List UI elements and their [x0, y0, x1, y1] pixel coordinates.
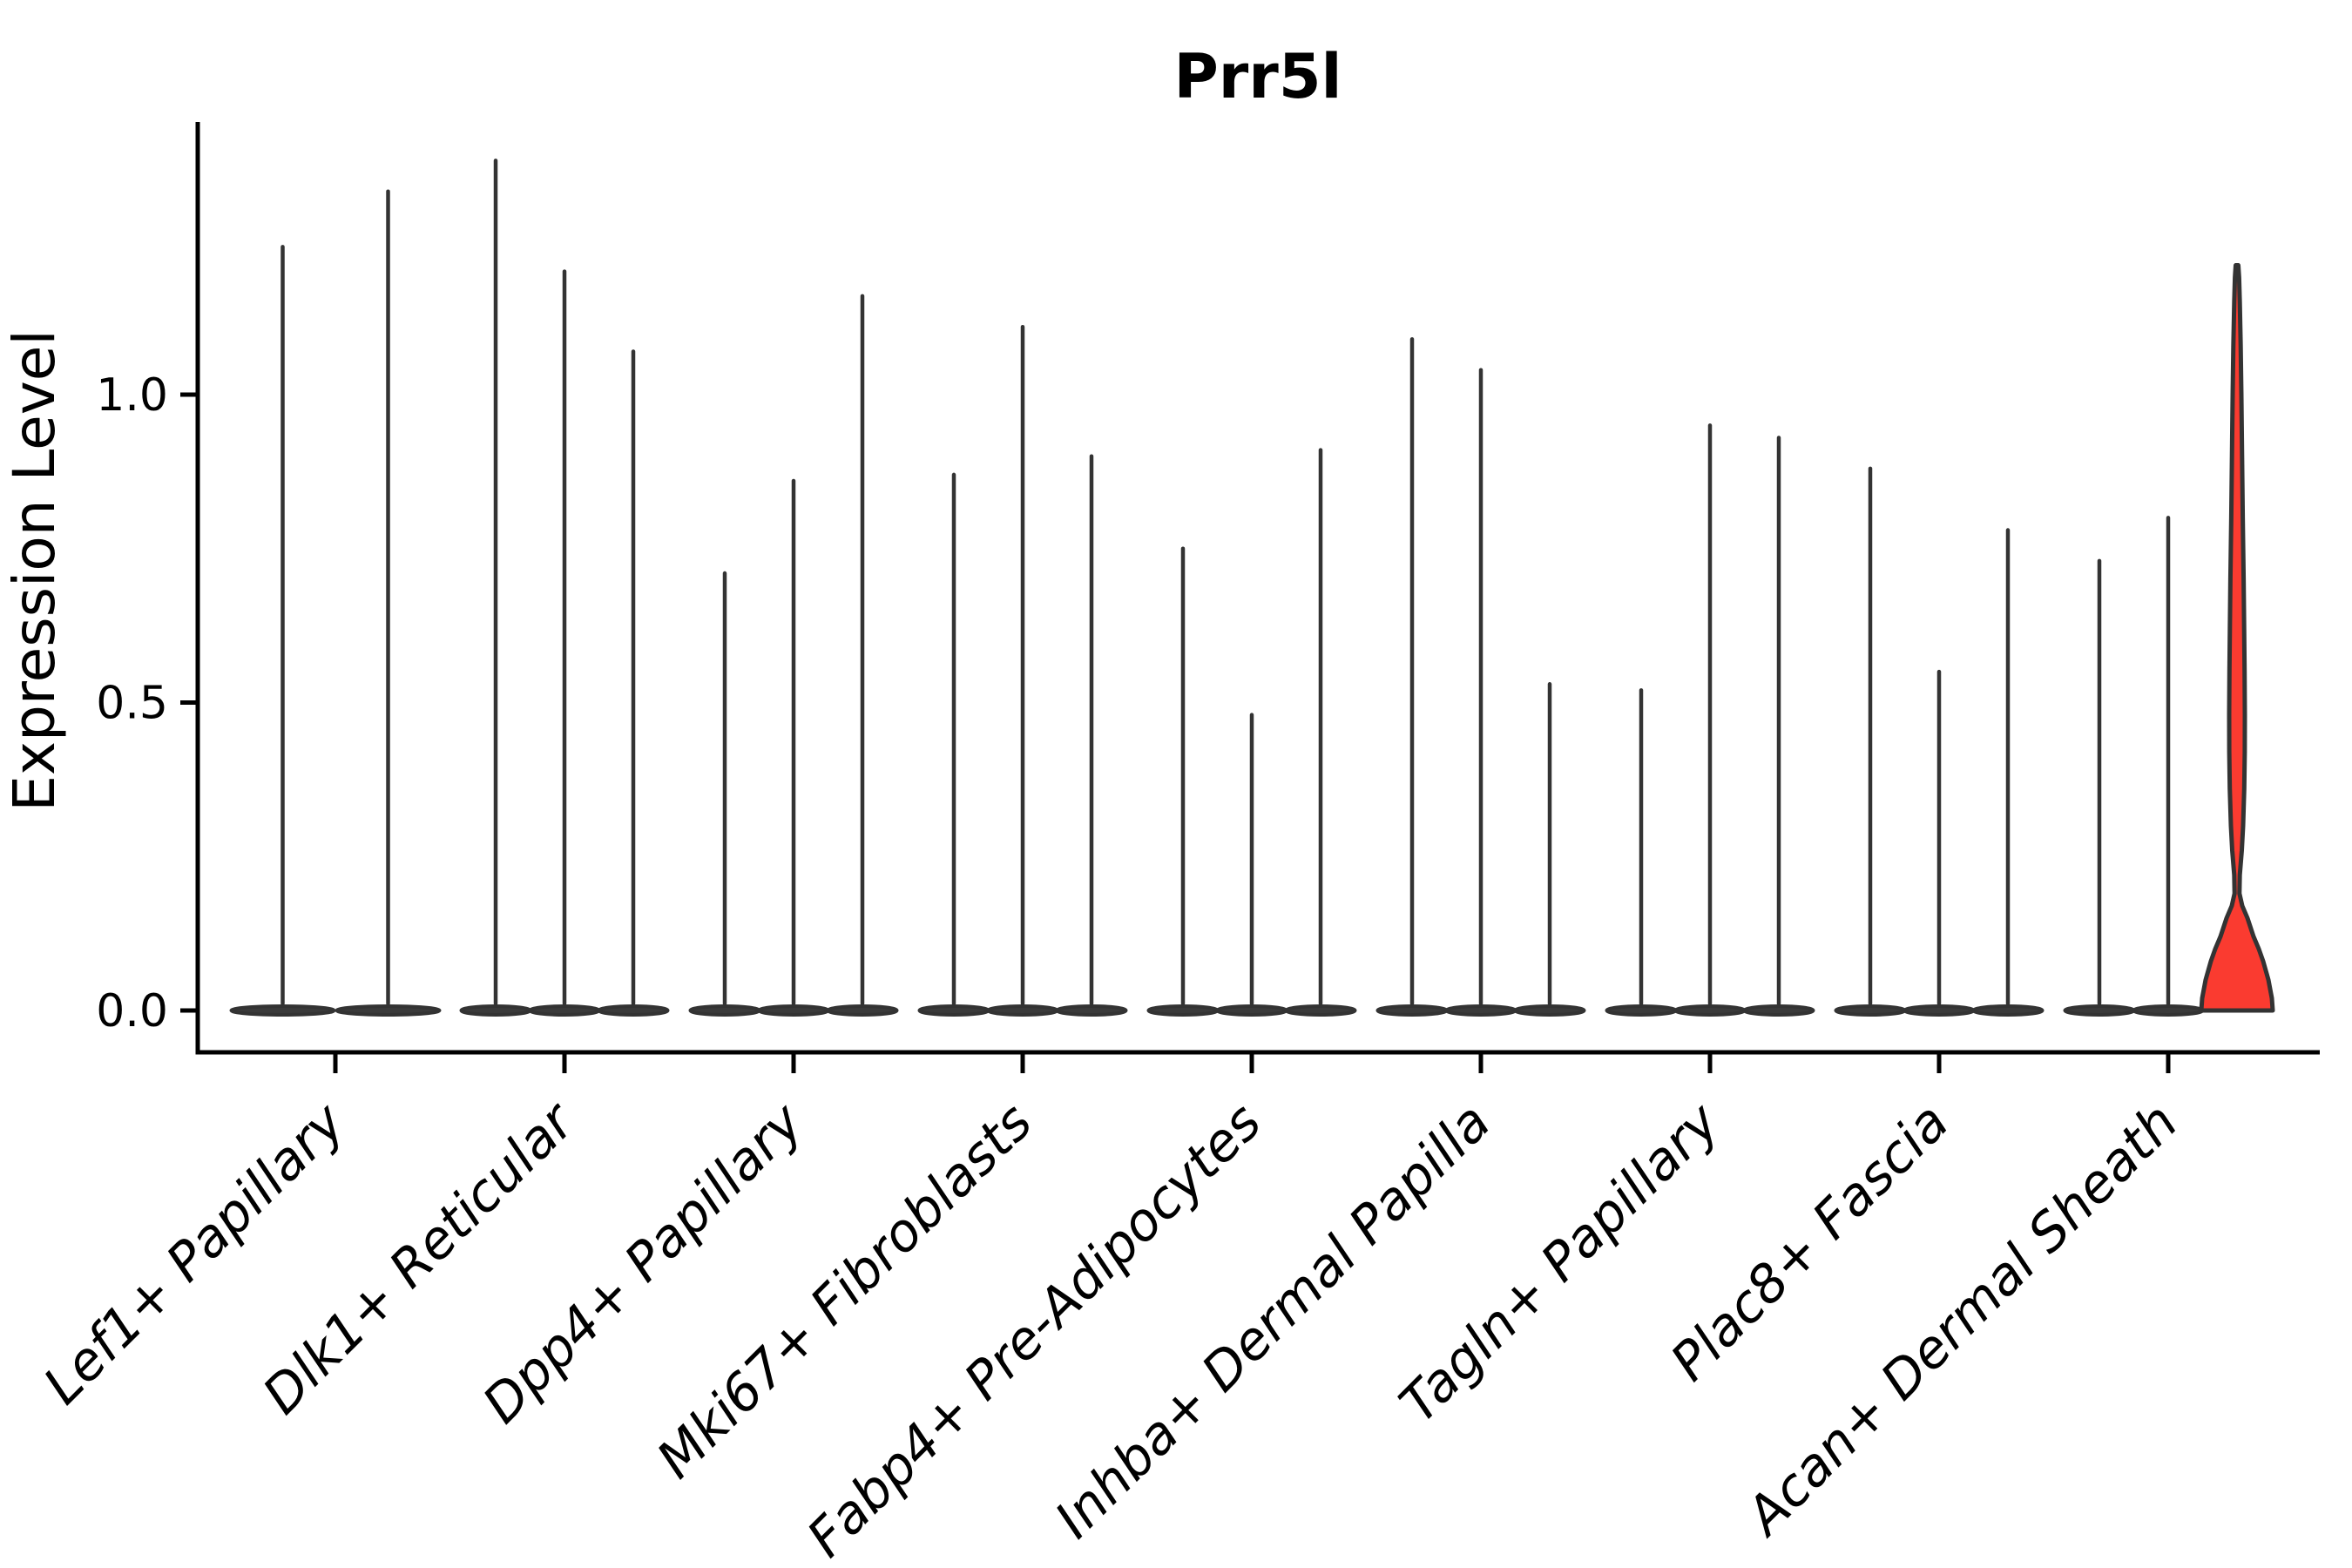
violin-mki67-fibroblasts-2-base — [986, 1004, 1059, 1017]
violin-lef1-papillary-2-base — [335, 1004, 442, 1017]
y-tick-label-1.0: 1.0 — [96, 369, 168, 422]
axes: 0.0 0.5 1.0 — [96, 122, 2320, 1073]
violin-dlk1-reticular-2-base — [528, 1004, 601, 1017]
violin-fabp4-pre-adipocytes-3-base — [1284, 1004, 1357, 1017]
violin-acan-dermal-sheath-2-base — [2132, 1004, 2205, 1017]
y-tick-label-0.0: 0.0 — [96, 985, 168, 1037]
violin-plac8-fascia-2-base — [1903, 1004, 1976, 1017]
violin-tagln-papillary-1-base — [1605, 1004, 1678, 1017]
violin-inhba-dermal-papilla-3-base — [1513, 1004, 1586, 1017]
violin-dpp4-papillary-2-base — [757, 1004, 830, 1017]
x-tick-label-acan-dermal-sheath: Acan+ Dermal Sheath — [1733, 1092, 2190, 1549]
y-axis-label: Expression Level — [1, 329, 68, 811]
x-tick-label-mki67-fibroblasts: Mki67+ Fibroblasts — [645, 1092, 1044, 1490]
x-tick-label-fabp4-pre-adipocytes: Fabp4+ Pre-Adipocytes — [795, 1092, 1273, 1568]
y-tick-label-0.5: 0.5 — [96, 678, 168, 730]
violin-inhba-dermal-papilla-1-base — [1375, 1004, 1449, 1017]
violin-inhba-dermal-papilla-2-base — [1444, 1004, 1517, 1017]
violin-dlk1-reticular-1-base — [459, 1004, 532, 1017]
violin-tagln-papillary-2-base — [1673, 1004, 1747, 1017]
x-tick-label-inhba-dermal-papilla: Inhba+ Dermal Papilla — [1044, 1092, 1502, 1550]
violin-mki67-fibroblasts-3-base — [1055, 1004, 1128, 1017]
violin-dlk1-reticular-3-base — [597, 1004, 670, 1017]
violin-lef1-papillary-1-base — [229, 1004, 336, 1017]
violins — [229, 159, 2275, 1017]
violin-acan-dermal-sheath-1-base — [2063, 1004, 2136, 1017]
violin-acan-dermal-sheath-3-highlighted — [2199, 263, 2275, 1013]
violin-fabp4-pre-adipocytes-1-base — [1146, 1004, 1220, 1017]
violin-tagln-papillary-3-base — [1742, 1004, 1815, 1017]
violin-mki67-fibroblasts-1-base — [917, 1004, 990, 1017]
violin-dpp4-papillary-3-base — [826, 1004, 899, 1017]
violin-plac8-fascia-1-base — [1834, 1004, 1907, 1017]
violin-dpp4-papillary-1-base — [688, 1004, 761, 1017]
chart-title: Prr5l — [1173, 41, 1342, 112]
violin-plac8-fascia-3-base — [1971, 1004, 2044, 1017]
violin-fabp4-pre-adipocytes-2-base — [1215, 1004, 1288, 1017]
